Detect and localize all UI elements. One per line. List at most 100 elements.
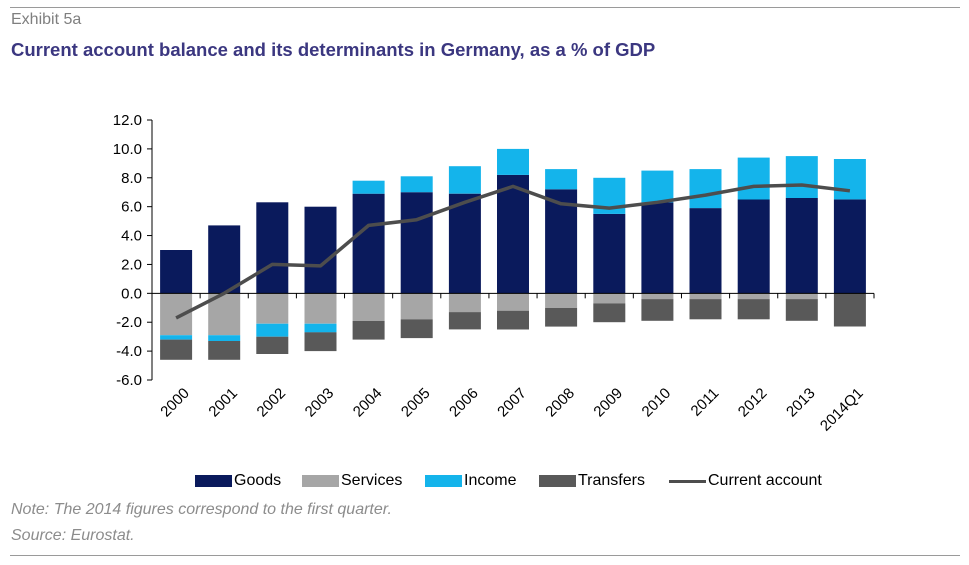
bar-services-2002 xyxy=(256,293,289,324)
bar-income-2010 xyxy=(641,170,674,203)
y-tick-label: 10.0 xyxy=(113,141,142,158)
x-tick-label: 2011 xyxy=(688,385,723,420)
legend-label-goods: Goods xyxy=(234,472,282,489)
bar-goods-2011 xyxy=(689,208,722,294)
bar-transfers-2000 xyxy=(160,339,193,360)
x-tick-label: 2006 xyxy=(446,385,482,421)
bar-goods-2003 xyxy=(304,206,337,294)
top-rule xyxy=(10,7,960,8)
y-tick-label: 2.0 xyxy=(121,256,142,273)
source-note: Source: Eurostat. xyxy=(11,527,135,544)
legend-label-transfers: Transfers xyxy=(578,472,645,489)
bar-transfers-2011 xyxy=(689,299,722,320)
x-tick-label: 2005 xyxy=(398,385,434,421)
bar-services-2010 xyxy=(641,293,674,300)
exhibit-label: Exhibit 5a xyxy=(11,11,82,28)
bar-services-2000 xyxy=(160,293,193,336)
bar-goods-2006 xyxy=(448,193,481,294)
x-tick-label: 2007 xyxy=(494,385,530,421)
bar-goods-2005 xyxy=(400,192,433,294)
bar-services-2013 xyxy=(785,293,818,300)
y-tick-label: 4.0 xyxy=(121,228,142,245)
bars-group xyxy=(160,148,866,360)
legend-swatch-income xyxy=(425,475,462,487)
chart-area: 12.0 10.0 8.0 6.0 4.0 2.0 0.0 -2.0 -4.0 -6.0 2000 2… xyxy=(113,112,875,435)
bar-goods-2004 xyxy=(352,193,385,294)
bar-services-2007 xyxy=(497,293,529,311)
y-tick-label: -4.0 xyxy=(116,343,142,360)
bar-transfers-2001 xyxy=(208,341,241,360)
bar-services-2005 xyxy=(400,293,433,320)
bar-transfers-2004 xyxy=(352,320,385,340)
axes-group xyxy=(147,119,875,381)
y-tick-label: -2.0 xyxy=(116,314,142,331)
bar-transfers-2012 xyxy=(737,299,770,320)
x-tick-label: 2008 xyxy=(542,385,578,421)
bar-transfers-2013 xyxy=(785,299,818,321)
y-tick-label: 6.0 xyxy=(121,199,142,216)
line-current-account xyxy=(175,183,851,320)
legend-item-goods: Goods xyxy=(195,470,281,492)
legend: Goods Services Income Transfers Current … xyxy=(0,470,969,492)
x-tick-label: 2002 xyxy=(254,385,290,421)
bar-income-2005 xyxy=(400,176,433,193)
bar-goods-2007 xyxy=(497,174,529,294)
legend-item-income: Income xyxy=(425,470,516,492)
legend-swatch-goods xyxy=(195,475,232,487)
y-tick-label: 12.0 xyxy=(113,112,142,129)
legend-label-income: Income xyxy=(464,472,517,489)
bar-goods-2001 xyxy=(208,225,241,294)
x-tick-label: 2004 xyxy=(350,385,386,421)
bar-services-2003 xyxy=(304,293,337,324)
legend-swatch-transfers xyxy=(539,475,576,487)
y-tick-label: 8.0 xyxy=(121,170,142,187)
x-tick-label: 2012 xyxy=(735,385,771,421)
bar-services-2011 xyxy=(689,293,722,300)
bar-goods-2010 xyxy=(641,202,674,294)
x-tick-label: 2014Q1 xyxy=(817,385,867,435)
bar-goods-2014Q1 xyxy=(833,199,866,294)
bar-transfers-2007 xyxy=(497,310,529,330)
bar-transfers-2014Q1 xyxy=(833,293,866,327)
bar-transfers-2006 xyxy=(448,312,481,330)
y-tick-label: -6.0 xyxy=(116,372,142,389)
bar-income-2002 xyxy=(256,323,289,337)
legend-item-services: Services xyxy=(302,470,402,492)
y-tick-label: 0.0 xyxy=(121,285,142,302)
bar-income-2004 xyxy=(352,180,385,194)
bar-income-2013 xyxy=(785,156,818,198)
bar-transfers-2003 xyxy=(304,332,337,352)
x-tick-label: 2003 xyxy=(302,385,338,421)
footnote: Note: The 2014 figures correspond to the… xyxy=(11,501,392,518)
bar-goods-2013 xyxy=(785,198,818,294)
x-tick-label: 2001 xyxy=(205,385,241,421)
line-group xyxy=(175,183,851,320)
legend-swatch-services xyxy=(302,475,339,487)
legend-line-current-account xyxy=(669,479,706,483)
bar-income-2011 xyxy=(689,169,722,209)
x-tick-label: 2009 xyxy=(590,385,626,421)
bar-services-2009 xyxy=(593,293,626,304)
legend-item-current-account: Current account xyxy=(669,470,822,492)
bottom-rule xyxy=(10,555,960,556)
bar-income-2014Q1 xyxy=(833,159,866,200)
bar-transfers-2010 xyxy=(641,299,674,321)
bar-services-2004 xyxy=(352,293,385,321)
bar-goods-2009 xyxy=(593,213,626,294)
bar-income-2003 xyxy=(304,323,337,333)
bar-goods-2008 xyxy=(545,189,578,294)
chart-title: Current account balance and its determin… xyxy=(11,39,656,60)
bar-goods-2000 xyxy=(160,250,193,294)
bar-transfers-2009 xyxy=(593,303,626,323)
bar-income-2001 xyxy=(208,335,241,341)
legend-item-transfers: Transfers xyxy=(539,470,645,492)
x-tick-label: 2013 xyxy=(783,385,819,421)
bar-income-2000 xyxy=(160,335,193,340)
bar-services-2006 xyxy=(448,293,481,313)
bar-income-2007 xyxy=(497,148,529,175)
bar-goods-2002 xyxy=(256,202,289,294)
x-tick-label: 2000 xyxy=(157,385,193,421)
bar-goods-2012 xyxy=(737,199,770,294)
bar-transfers-2005 xyxy=(400,319,433,339)
bar-income-2006 xyxy=(448,166,481,194)
